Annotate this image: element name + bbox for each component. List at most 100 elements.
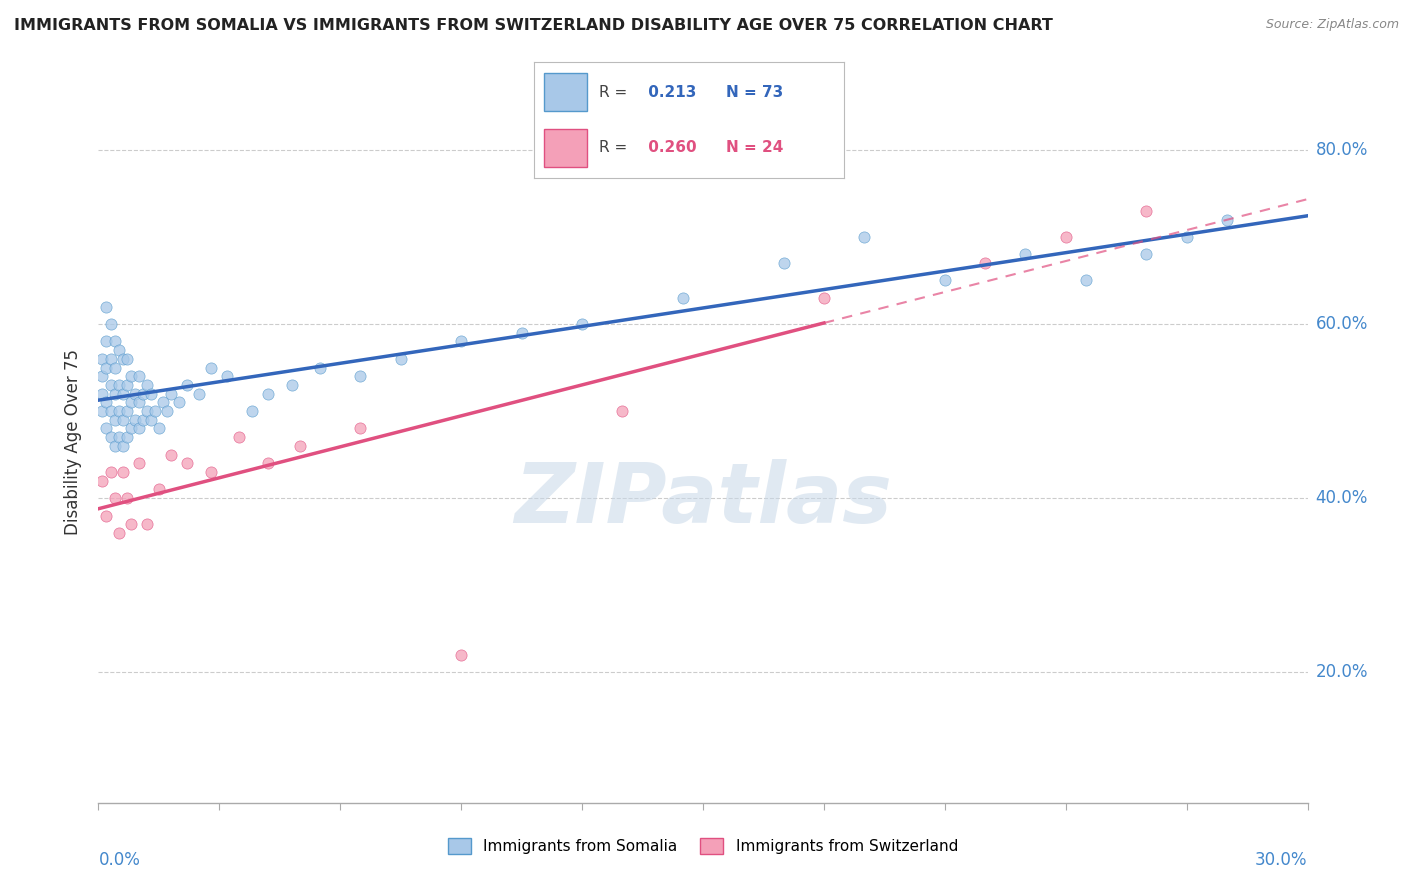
Point bbox=[107, 525, 129, 540]
Point bbox=[103, 439, 125, 453]
Point bbox=[107, 430, 129, 444]
Point bbox=[103, 491, 125, 505]
Point bbox=[111, 439, 134, 453]
Point bbox=[139, 413, 162, 427]
Point bbox=[256, 456, 278, 470]
Point bbox=[124, 413, 146, 427]
Point bbox=[1054, 230, 1077, 244]
Point bbox=[120, 517, 142, 532]
Point bbox=[167, 395, 190, 409]
Point bbox=[100, 351, 122, 366]
Point bbox=[389, 351, 412, 366]
Text: 20.0%: 20.0% bbox=[1316, 664, 1368, 681]
Point bbox=[115, 378, 138, 392]
Point bbox=[256, 386, 278, 401]
Text: 0.213: 0.213 bbox=[643, 85, 696, 100]
Text: N = 24: N = 24 bbox=[725, 140, 783, 155]
Point bbox=[100, 404, 122, 418]
Point bbox=[1074, 273, 1097, 287]
Text: 0.0%: 0.0% bbox=[98, 851, 141, 869]
Text: 30.0%: 30.0% bbox=[1256, 851, 1308, 869]
FancyBboxPatch shape bbox=[544, 73, 586, 112]
Point bbox=[91, 351, 114, 366]
Y-axis label: Disability Age Over 75: Disability Age Over 75 bbox=[65, 349, 83, 534]
Point bbox=[115, 404, 138, 418]
Point bbox=[240, 404, 263, 418]
Point bbox=[91, 386, 114, 401]
Point bbox=[115, 491, 138, 505]
Point bbox=[128, 456, 150, 470]
Point bbox=[228, 430, 250, 444]
Point bbox=[200, 465, 222, 479]
Point bbox=[100, 465, 122, 479]
Legend: Immigrants from Somalia, Immigrants from Switzerland: Immigrants from Somalia, Immigrants from… bbox=[441, 832, 965, 860]
Point bbox=[107, 343, 129, 358]
Point bbox=[143, 404, 166, 418]
Point bbox=[176, 378, 198, 392]
Point bbox=[103, 360, 125, 375]
Point bbox=[96, 300, 118, 314]
Point bbox=[135, 517, 157, 532]
Point bbox=[349, 421, 371, 435]
Point bbox=[120, 395, 142, 409]
Point bbox=[160, 448, 183, 462]
Point bbox=[974, 256, 997, 270]
Text: 0.260: 0.260 bbox=[643, 140, 696, 155]
Point bbox=[148, 483, 170, 497]
Point bbox=[132, 386, 155, 401]
Point bbox=[1135, 247, 1157, 261]
Point bbox=[115, 430, 138, 444]
Point bbox=[1175, 230, 1198, 244]
Point bbox=[96, 334, 118, 349]
Point bbox=[111, 465, 134, 479]
Point bbox=[96, 508, 118, 523]
Text: R =: R = bbox=[599, 140, 633, 155]
Point bbox=[349, 369, 371, 384]
Point bbox=[510, 326, 533, 340]
Point bbox=[1014, 247, 1036, 261]
Point bbox=[115, 351, 138, 366]
Point bbox=[107, 404, 129, 418]
Text: IMMIGRANTS FROM SOMALIA VS IMMIGRANTS FROM SWITZERLAND DISABILITY AGE OVER 75 CO: IMMIGRANTS FROM SOMALIA VS IMMIGRANTS FR… bbox=[14, 18, 1053, 33]
Point bbox=[200, 360, 222, 375]
Point bbox=[128, 421, 150, 435]
Point bbox=[96, 360, 118, 375]
Point bbox=[156, 404, 179, 418]
Text: N = 73: N = 73 bbox=[725, 85, 783, 100]
Point bbox=[281, 378, 304, 392]
Text: R =: R = bbox=[599, 85, 633, 100]
Point bbox=[132, 413, 155, 427]
Point bbox=[120, 369, 142, 384]
Point bbox=[100, 430, 122, 444]
Point bbox=[135, 404, 157, 418]
Point bbox=[853, 230, 876, 244]
Point bbox=[450, 648, 472, 662]
Point bbox=[107, 378, 129, 392]
Point bbox=[135, 378, 157, 392]
Point bbox=[111, 386, 134, 401]
Point bbox=[309, 360, 332, 375]
Point bbox=[91, 404, 114, 418]
Text: 60.0%: 60.0% bbox=[1316, 315, 1368, 333]
Point bbox=[176, 456, 198, 470]
Text: 40.0%: 40.0% bbox=[1316, 489, 1368, 508]
Point bbox=[111, 351, 134, 366]
Point bbox=[128, 369, 150, 384]
Point bbox=[103, 413, 125, 427]
Point bbox=[148, 421, 170, 435]
Point bbox=[91, 474, 114, 488]
Point bbox=[772, 256, 794, 270]
Point bbox=[103, 386, 125, 401]
Point bbox=[152, 395, 174, 409]
Point bbox=[91, 369, 114, 384]
Point bbox=[103, 334, 125, 349]
Text: 80.0%: 80.0% bbox=[1316, 141, 1368, 159]
Point bbox=[100, 378, 122, 392]
Point bbox=[128, 395, 150, 409]
Point bbox=[124, 386, 146, 401]
Point bbox=[612, 404, 634, 418]
Point bbox=[160, 386, 183, 401]
Point bbox=[217, 369, 239, 384]
FancyBboxPatch shape bbox=[544, 128, 586, 167]
Point bbox=[571, 317, 593, 331]
